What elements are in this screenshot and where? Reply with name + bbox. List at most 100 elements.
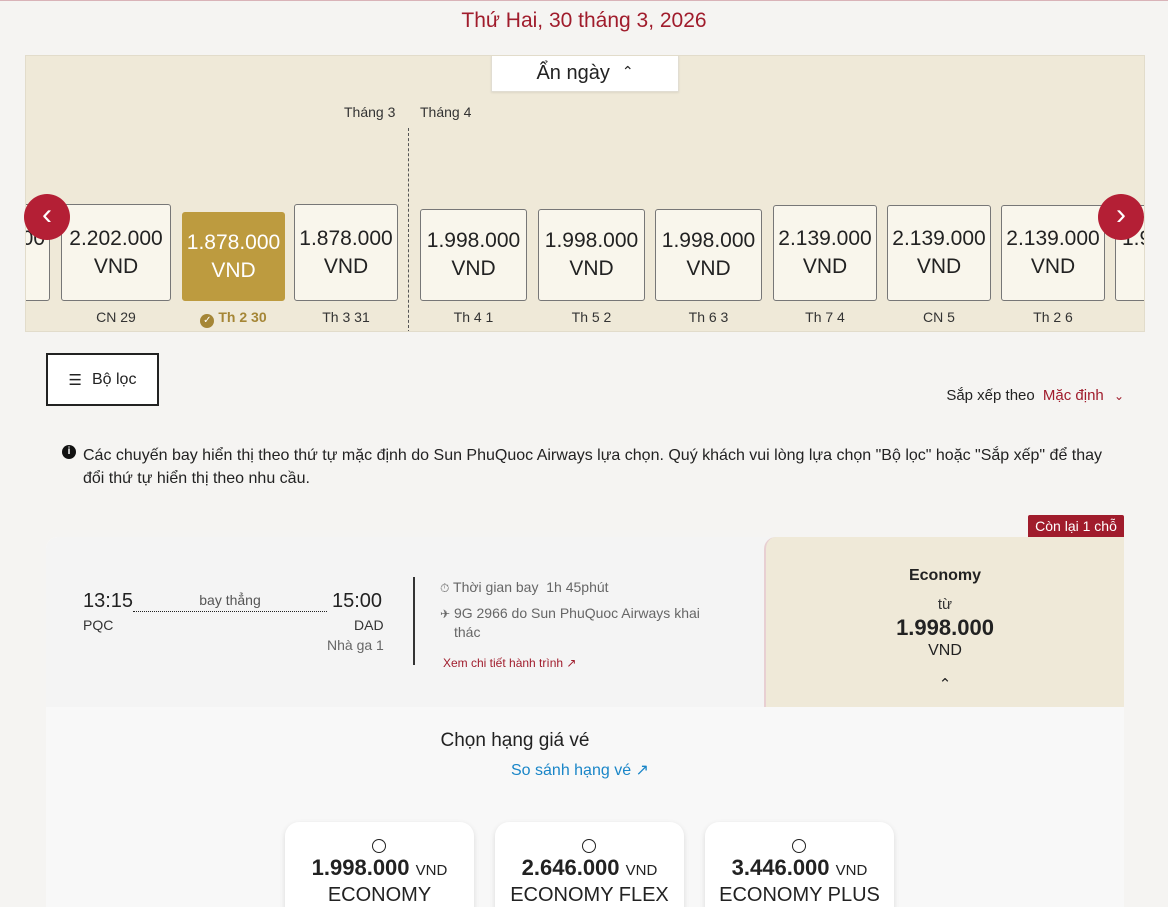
terminal: Nhà ga 1 <box>327 637 384 653</box>
day-label-text: Th 2 30 <box>218 309 267 325</box>
fare-price: 1.998.000 <box>311 855 410 880</box>
arrival-time: 15:00 <box>332 590 383 612</box>
day-label: CN 5 <box>923 309 955 325</box>
day-price: 1.878.000 <box>299 226 393 250</box>
day-price: 2.139.000 <box>1006 227 1100 250</box>
day-currency: VND <box>211 258 256 282</box>
departure-time: 13:15 <box>83 590 134 612</box>
day-box-cn29[interactable]: 2.202.000 VND <box>61 204 171 301</box>
departure-airport: PQC <box>83 617 114 633</box>
radio-button[interactable] <box>582 839 596 853</box>
fare-price-row: 2.646.000 VND <box>495 855 684 881</box>
radio-button[interactable] <box>792 839 806 853</box>
day-price: 1.878.000 <box>186 230 281 254</box>
day-label: Th 5 2 <box>571 309 612 325</box>
day-box-th6-3[interactable]: 1.998.000 VND <box>655 209 762 301</box>
operator-text-cont: thác <box>454 624 481 640</box>
day-price: 2.139.000 <box>778 227 872 250</box>
external-link-icon: ↗ <box>566 656 577 670</box>
day-label: Th 6 3 <box>688 309 729 325</box>
top-border <box>0 0 1168 1</box>
fare-card-economy-plus[interactable]: 3.446.000 VND ECONOMY PLUS <box>705 822 894 907</box>
economy-from: từ <box>937 596 953 613</box>
day-currency: VND <box>569 257 614 280</box>
day-label: Th 2 6 <box>1033 309 1073 325</box>
duration-row: ⏱ Thời gian bay 1h 45phút <box>440 578 609 598</box>
fare-price: 2.646.000 <box>521 855 620 880</box>
flight-card: 13:15 PQC bay thẳng 15:00 DAD Nhà ga 1 ⏱… <box>46 537 1124 907</box>
compare-fares-link[interactable]: So sánh hạng vé ↗ <box>511 760 649 780</box>
sliders-icon: ☰ <box>68 371 82 389</box>
day-price: 1.998.000 <box>544 229 639 252</box>
day-currency: VND <box>802 255 848 278</box>
chevron-up-icon[interactable]: ⌃ <box>938 676 952 693</box>
operator-text: 9G 2966 do Sun PhuQuoc Airways khai <box>453 605 700 621</box>
day-box-th7-4[interactable]: 2.139.000 VND <box>773 205 877 301</box>
day-box-th2-6[interactable]: 2.139.000 VND <box>1001 205 1105 301</box>
day-currency <box>1122 253 1128 281</box>
next-dates-button[interactable]: › <box>1098 194 1144 240</box>
check-circle-icon: ✓ <box>200 314 215 328</box>
chevron-left-icon: ‹ <box>42 198 52 231</box>
day-currency: VND <box>323 254 369 278</box>
sorting-notice: i Các chuyến bay hiển thị theo thứ tự mặ… <box>62 444 1112 490</box>
month-divider <box>408 128 409 331</box>
day-box-cn5[interactable]: 2.139.000 VND <box>887 205 991 301</box>
page-title: Thứ Hai, 30 tháng 3, 2026 <box>461 9 707 32</box>
fare-price-row: 3.446.000 VND <box>705 855 894 881</box>
route-line <box>133 611 327 612</box>
economy-title: Economy <box>908 567 981 584</box>
info-icon: i <box>62 445 76 459</box>
day-currency: VND <box>451 257 496 280</box>
notice-text: Các chuyến bay hiển thị theo thứ tự mặc … <box>83 447 1103 487</box>
duration-value: 1h 45phút <box>546 579 609 595</box>
date-calendar-strip: Ẩn ngày ⌃ Tháng 3 Tháng 4 00 2.202.000 V… <box>25 55 1145 332</box>
arrival-airport: DAD <box>354 617 384 633</box>
hide-dates-label: Ẩn ngày <box>536 61 610 84</box>
seats-left-badge: Còn lại 1 chỗ <box>1028 515 1124 537</box>
day-box-th4-1[interactable]: 1.998.000 VND <box>420 209 527 301</box>
operator-row: ✈ 9G 2966 do Sun PhuQuoc Airways khai <box>440 604 700 624</box>
duration-label: Thời gian bay <box>453 579 539 595</box>
flight-details-link[interactable]: Xem chi tiết hành trình ↗ <box>443 656 576 670</box>
prev-dates-button[interactable]: ‹ <box>24 194 70 240</box>
chevron-right-icon: › <box>1116 198 1126 231</box>
fare-title: Chọn hạng giá vé <box>440 730 590 751</box>
day-box-th3-31[interactable]: 1.878.000 VND <box>294 204 398 301</box>
day-label: Th 7 4 <box>805 309 845 325</box>
day-currency: VND <box>686 257 731 280</box>
economy-price-panel[interactable]: Economy từ 1.998.000 VND ⌃ <box>764 537 1124 707</box>
radio-button[interactable] <box>372 839 386 853</box>
sort-dropdown[interactable]: Sắp xếp theo Mặc định ⌄ <box>946 387 1124 404</box>
fare-card-economy[interactable]: 1.998.000 VND ECONOMY <box>285 822 474 907</box>
fare-selection: Chọn hạng giá vé So sánh hạng vé ↗ 1.998… <box>46 707 1124 907</box>
fare-currency: VND <box>415 862 448 879</box>
fare-price-row: 1.998.000 VND <box>285 855 474 881</box>
fare-card-economy-flex[interactable]: 2.646.000 VND ECONOMY FLEX <box>495 822 684 907</box>
day-price: 2.139.000 <box>892 227 986 250</box>
day-label-selected: ✓ Th 2 30 <box>182 309 285 328</box>
chevron-down-icon: ⌄ <box>1113 389 1124 403</box>
fare-name: ECONOMY PLUS <box>719 884 880 906</box>
fare-currency: VND <box>835 862 868 879</box>
day-price: 1.998.000 <box>661 229 756 252</box>
day-currency: VND <box>93 254 139 278</box>
fare-price: 3.446.000 <box>731 855 830 880</box>
day-box-th2-30[interactable]: 1.878.000 VND <box>182 212 285 301</box>
divider <box>413 577 415 665</box>
sort-value: Mặc định <box>1042 387 1104 404</box>
hide-dates-button[interactable]: Ẩn ngày ⌃ <box>491 56 679 92</box>
day-price: 1.998.000 <box>426 229 521 252</box>
details-link-text: Xem chi tiết hành trình <box>443 656 564 670</box>
sort-label: Sắp xếp theo <box>946 387 1035 404</box>
filter-button[interactable]: ☰ Bộ lọc <box>46 353 159 406</box>
day-box-th5-2[interactable]: 1.998.000 VND <box>538 209 645 301</box>
day-label: Th 4 1 <box>453 309 494 325</box>
compare-link-text: So sánh hạng vé <box>511 762 632 779</box>
direct-flight-label: bay thẳng <box>199 592 261 608</box>
day-currency: VND <box>916 255 962 278</box>
month-label-april: Tháng 4 <box>420 104 472 120</box>
fare-currency: VND <box>625 862 658 879</box>
flight-summary: 13:15 PQC bay thẳng 15:00 DAD Nhà ga 1 ⏱… <box>46 537 1124 707</box>
plane-icon: ✈ <box>440 607 451 621</box>
